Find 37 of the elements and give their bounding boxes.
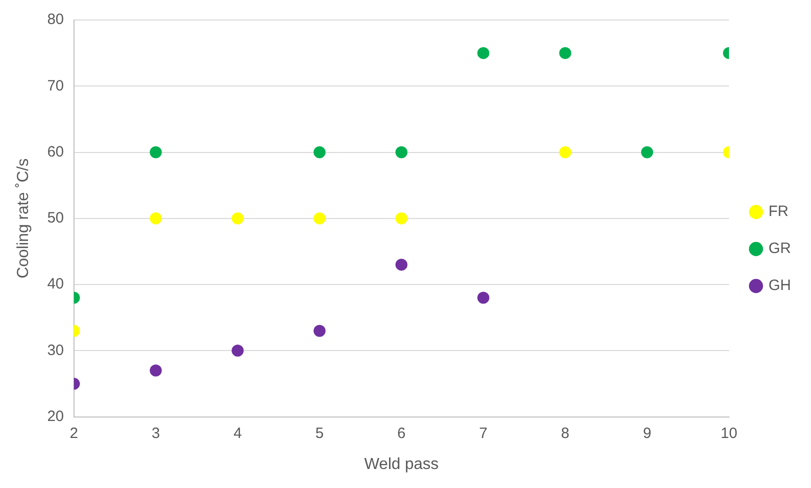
x-tick-label: 4 [233, 424, 242, 442]
point [559, 47, 572, 60]
legend-label: GH [768, 277, 791, 294]
point [395, 212, 408, 224]
x-axis-title: Weld pass [364, 456, 439, 473]
x-tick-label: 9 [642, 424, 652, 442]
y-tick-label: 30 [47, 342, 64, 359]
legend-label: FR [768, 203, 789, 220]
point [232, 212, 244, 224]
x-tick-label: 2 [70, 424, 78, 442]
x-tick-label: 5 [315, 424, 324, 442]
x-tick-label: 3 [152, 424, 160, 442]
point [314, 212, 326, 224]
y-tick-label: 20 [47, 408, 64, 425]
y-tick-label: 80 [47, 11, 64, 28]
point [395, 146, 408, 158]
x-tick-label: 6 [397, 424, 406, 442]
point [477, 47, 490, 60]
point [150, 212, 162, 224]
point [641, 146, 654, 158]
point [150, 364, 162, 377]
point [314, 146, 326, 158]
x-tick-label: 7 [479, 424, 488, 442]
x-tick-label: 8 [561, 424, 570, 442]
point [477, 292, 490, 304]
y-axis-title: Cooling rate ˚C/s [15, 158, 32, 278]
legend-label: GR [768, 240, 792, 258]
point [559, 146, 572, 158]
point [395, 258, 408, 271]
point [150, 146, 162, 158]
y-tick-label: 40 [47, 276, 64, 293]
x-tick-label: 10 [720, 424, 738, 442]
y-tick-label: 60 [47, 143, 64, 160]
y-tick-label: 50 [47, 210, 64, 227]
y-tick-label: 70 [47, 77, 64, 94]
point [232, 344, 244, 357]
point [314, 324, 326, 337]
